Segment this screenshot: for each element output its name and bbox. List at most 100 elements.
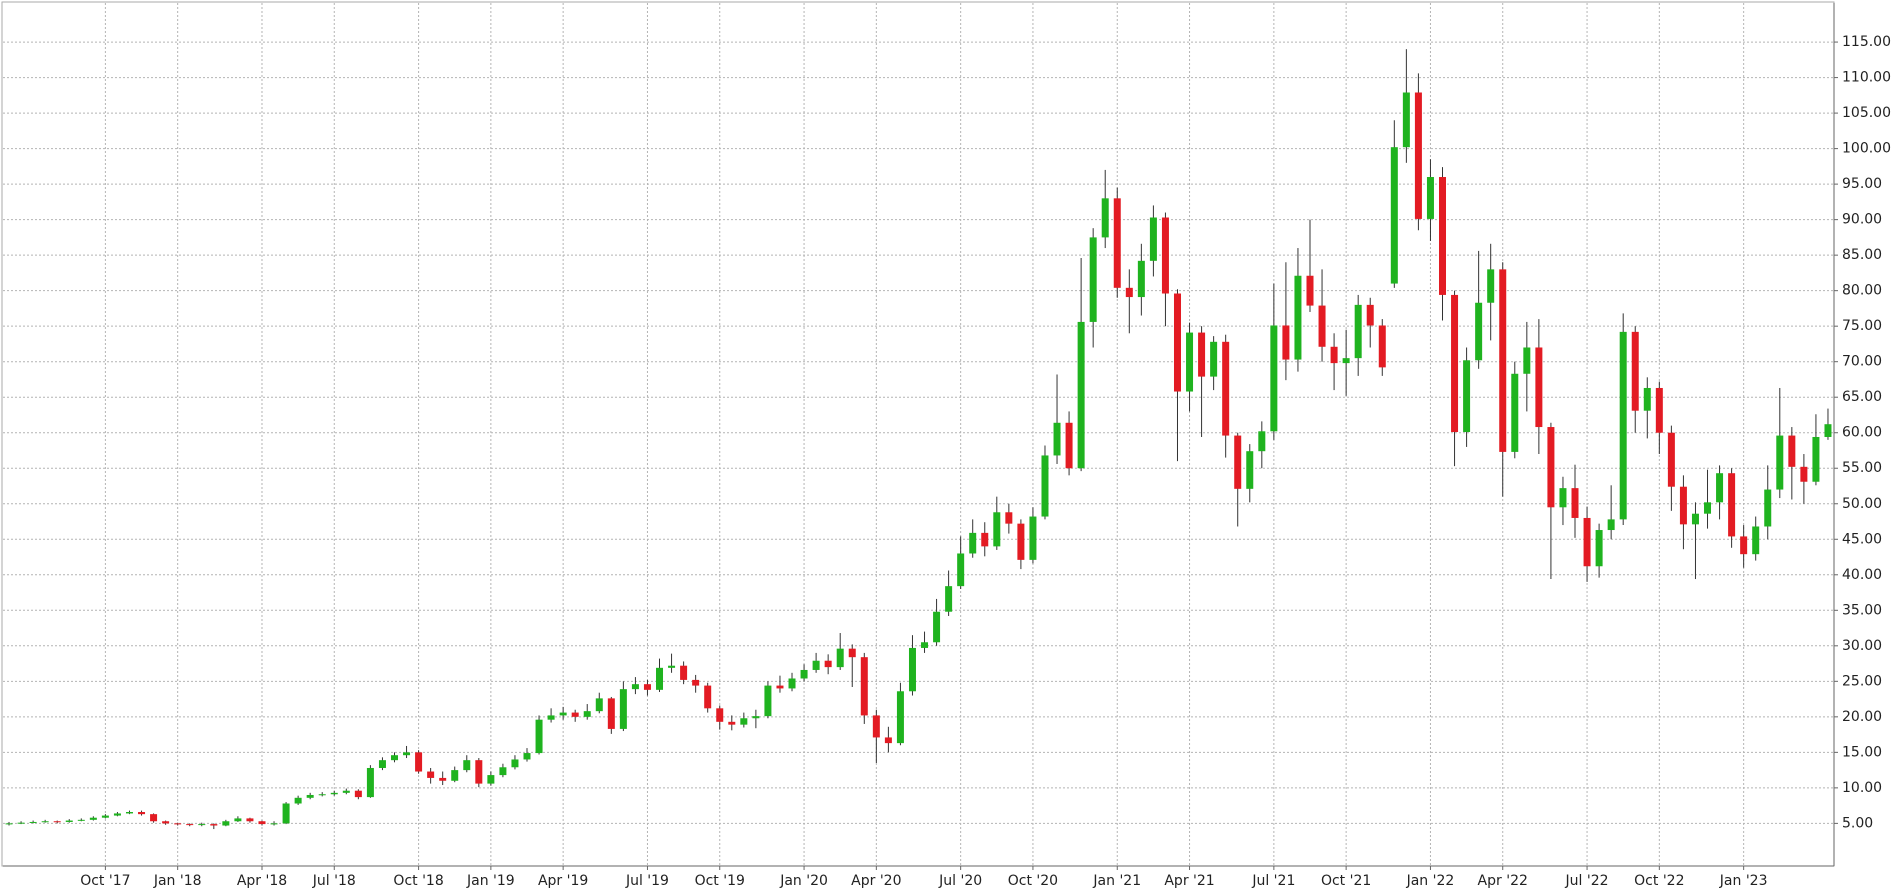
x-tick-label: Jan '18: [153, 873, 202, 889]
candle-body: [547, 715, 555, 720]
candle-body: [812, 660, 820, 670]
candle-body: [138, 812, 146, 815]
candle-body: [1643, 387, 1651, 411]
candle-body: [692, 679, 700, 686]
candle-body: [776, 685, 784, 689]
candle-body: [258, 821, 266, 825]
candle-body: [439, 777, 447, 781]
x-tick-label: Jan '23: [1719, 873, 1768, 889]
candle-body: [5, 823, 13, 825]
candle-body: [1812, 436, 1820, 482]
y-tick-label: 15.00: [1842, 744, 1882, 760]
candle-body: [41, 821, 49, 823]
candle-body: [451, 770, 459, 781]
candle-body: [1607, 519, 1615, 531]
candle-body: [198, 824, 206, 826]
y-tick-label: 65.00: [1842, 389, 1882, 405]
candle-body: [342, 790, 350, 793]
candle-body: [246, 818, 254, 822]
candle-body: [1378, 325, 1386, 368]
y-tick-label: 50.00: [1842, 496, 1882, 512]
candle-body: [1101, 198, 1109, 238]
candle-body: [957, 553, 965, 587]
x-tick-label: Jul '18: [312, 873, 356, 889]
x-tick-label: Jul '21: [1251, 873, 1295, 889]
x-tick-label: Jan '22: [1406, 873, 1455, 889]
x-tick-label: Apr '21: [1164, 873, 1214, 889]
candle-body: [656, 667, 664, 690]
candle-body: [53, 821, 61, 823]
candle-body: [270, 823, 278, 825]
y-tick-label: 110.00: [1842, 70, 1891, 86]
candle-body: [800, 669, 808, 679]
candle-body: [186, 824, 194, 826]
x-tick-label: Apr '20: [851, 873, 901, 889]
candle-body: [1306, 275, 1314, 306]
candle-body: [1523, 347, 1531, 374]
candle-body: [475, 760, 483, 784]
candle-body: [1161, 217, 1169, 294]
candle-body: [933, 611, 941, 643]
candle-body: [1186, 332, 1194, 392]
candle-body: [162, 821, 170, 824]
candle-body: [89, 817, 97, 820]
candle-body: [378, 760, 386, 768]
candle-body: [1752, 526, 1760, 555]
x-tick-label: Apr '18: [237, 873, 287, 889]
candle-body: [1246, 451, 1254, 489]
candle-body: [487, 775, 495, 784]
candle-body: [631, 684, 639, 690]
candle-body: [1005, 512, 1013, 524]
candle-body: [294, 797, 302, 804]
candle-body: [1354, 304, 1362, 359]
candle-body: [1740, 536, 1748, 555]
candle-body: [234, 818, 242, 822]
candle-body: [415, 752, 423, 772]
candle-body: [752, 716, 760, 719]
candle-body: [65, 820, 73, 822]
candle-body: [390, 755, 398, 761]
y-tick-label: 100.00: [1842, 141, 1891, 157]
candle-body: [1258, 431, 1266, 452]
x-tick-label: Jan '21: [1092, 873, 1141, 889]
y-tick-label: 5.00: [1842, 815, 1873, 831]
x-tick-label: Jul '20: [938, 873, 982, 889]
candle-body: [1173, 293, 1181, 392]
candle-body: [1414, 92, 1422, 219]
candle-body: [1583, 517, 1591, 567]
candle-body: [1029, 516, 1037, 560]
candle-body: [330, 792, 338, 795]
candle-body: [1125, 287, 1133, 298]
candle-body: [1655, 387, 1663, 433]
candle-body: [643, 684, 651, 690]
candle-body: [1222, 341, 1230, 436]
candle-body: [1788, 435, 1796, 467]
candle-body: [704, 685, 712, 709]
candle-body: [1234, 435, 1242, 489]
candle-body: [884, 737, 892, 744]
candle-body: [354, 790, 362, 798]
candle-body: [1053, 422, 1061, 456]
candle-body: [1451, 294, 1459, 433]
candle-body: [607, 698, 615, 729]
y-tick-label: 85.00: [1842, 247, 1882, 263]
candle-body: [595, 698, 603, 712]
candle-body: [1511, 373, 1519, 452]
candle-body: [728, 721, 736, 725]
candle-body: [1077, 321, 1085, 469]
candle-body: [523, 753, 531, 760]
candle-body: [993, 512, 1001, 547]
candle-body: [174, 823, 182, 825]
candle-body: [1800, 466, 1808, 482]
x-tick-label: Oct '20: [1008, 873, 1058, 889]
x-tick-label: Oct '22: [1634, 873, 1684, 889]
y-tick-label: 70.00: [1842, 354, 1882, 370]
y-tick-label: 25.00: [1842, 673, 1882, 689]
y-tick-label: 55.00: [1842, 460, 1882, 476]
candle-body: [1439, 177, 1447, 295]
candle-body: [1547, 427, 1555, 508]
candle-body: [306, 794, 314, 798]
y-tick-label: 30.00: [1842, 638, 1882, 654]
